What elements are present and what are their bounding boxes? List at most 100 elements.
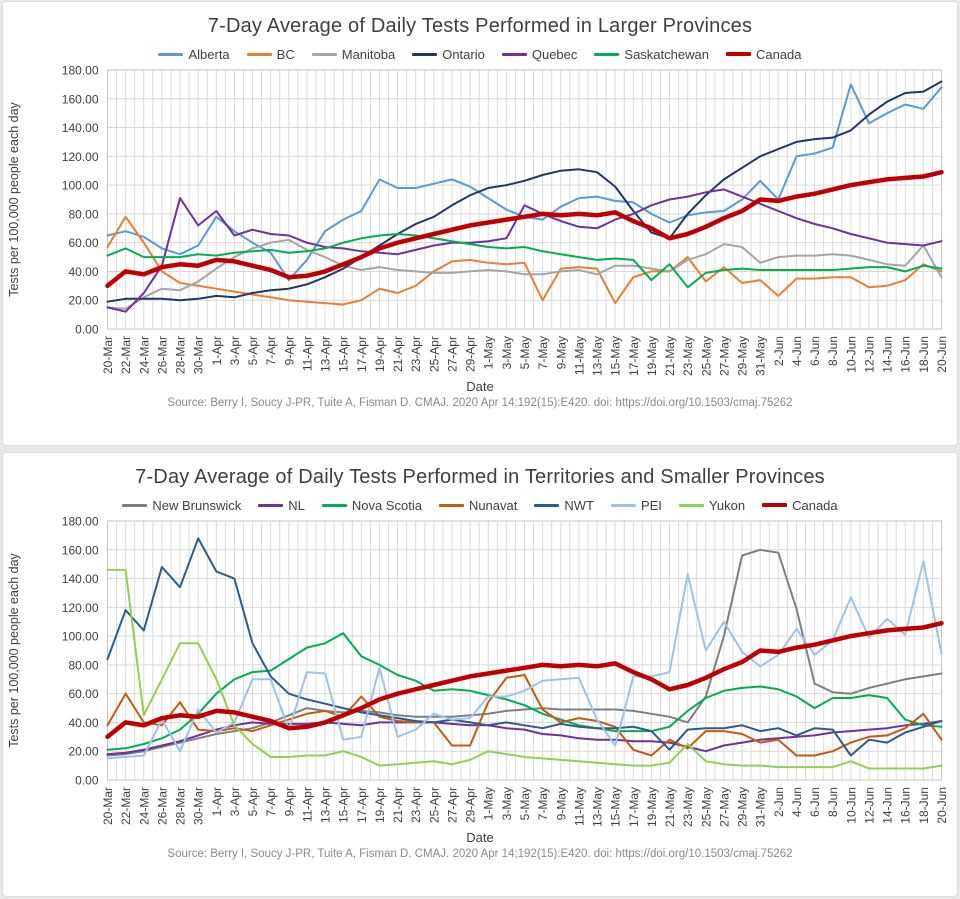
legend-label: Ontario xyxy=(442,46,485,62)
svg-text:18-Jun: 18-Jun xyxy=(917,336,931,373)
svg-text:20.00: 20.00 xyxy=(68,745,98,759)
svg-text:21-Apr: 21-Apr xyxy=(391,336,405,372)
svg-text:15-May: 15-May xyxy=(609,336,623,376)
svg-text:160.00: 160.00 xyxy=(62,543,99,557)
svg-text:24-Mar: 24-Mar xyxy=(137,336,151,374)
svg-text:60.00: 60.00 xyxy=(68,236,98,250)
legend-label: Manitoba xyxy=(341,46,396,62)
svg-text:5-May: 5-May xyxy=(518,336,532,369)
svg-text:25-Apr: 25-Apr xyxy=(427,787,441,823)
svg-text:7-May: 7-May xyxy=(536,336,550,369)
y-axis-title: Tests per 100,000 people each day xyxy=(7,101,21,296)
legend-item-canada: Canada xyxy=(762,498,838,513)
svg-text:29-May: 29-May xyxy=(736,787,750,827)
svg-text:22-Mar: 22-Mar xyxy=(119,336,133,374)
legend-swatch-icon xyxy=(501,52,527,56)
svg-text:12-Jun: 12-Jun xyxy=(862,787,876,824)
svg-text:11-Apr: 11-Apr xyxy=(300,787,314,822)
svg-text:29-May: 29-May xyxy=(736,336,750,376)
svg-text:100.00: 100.00 xyxy=(62,179,99,193)
gridlines xyxy=(107,69,942,330)
svg-text:13-Apr: 13-Apr xyxy=(319,787,333,823)
svg-text:19-Apr: 19-Apr xyxy=(373,336,387,372)
series-line-nova-scotia xyxy=(106,632,943,751)
y-axis-title: Tests per 100,000 people each day xyxy=(7,552,21,747)
svg-text:23-May: 23-May xyxy=(681,336,695,376)
legend-swatch-icon xyxy=(678,503,704,507)
svg-text:19-Apr: 19-Apr xyxy=(373,787,387,823)
svg-text:140.00: 140.00 xyxy=(62,121,99,135)
legend-swatch-icon xyxy=(311,52,337,56)
svg-text:2-Jun: 2-Jun xyxy=(772,336,786,366)
svg-text:11-Apr: 11-Apr xyxy=(300,336,314,371)
territories-chart-card: 7-Day Average of Daily Tests Performed i… xyxy=(2,452,958,897)
svg-text:28-Mar: 28-Mar xyxy=(174,787,188,825)
legend-item-saskatchewan: Saskatchewan xyxy=(594,47,709,62)
svg-text:3-Apr: 3-Apr xyxy=(228,787,242,816)
legend-label: Canada xyxy=(792,497,838,513)
svg-text:7-May: 7-May xyxy=(536,787,550,820)
svg-text:13-May: 13-May xyxy=(591,336,605,376)
legend-item-pei: PEI xyxy=(610,498,662,513)
chart-title: 7-Day Average of Daily Tests Performed i… xyxy=(135,466,825,488)
svg-text:14-Jun: 14-Jun xyxy=(881,787,895,824)
svg-text:1-Apr: 1-Apr xyxy=(210,336,224,365)
svg-text:30-Mar: 30-Mar xyxy=(192,336,206,374)
legend-label: NL xyxy=(288,497,305,513)
svg-text:8-Jun: 8-Jun xyxy=(826,336,840,366)
legend-swatch-icon xyxy=(438,503,464,507)
larger-provinces-chart-card: 7-Day Average of Daily Tests Performed i… xyxy=(2,1,958,446)
legend-swatch-icon xyxy=(158,52,184,56)
svg-text:1-Apr: 1-Apr xyxy=(210,787,224,816)
svg-text:25-May: 25-May xyxy=(699,336,713,376)
legend-item-nova-scotia: Nova Scotia xyxy=(321,498,422,513)
svg-text:17-May: 17-May xyxy=(627,336,641,376)
chart-legend: New Brunswick NL Nova Scotia Nunavat NWT PEI Y… xyxy=(3,496,957,514)
svg-text:8-Jun: 8-Jun xyxy=(826,787,840,817)
legend-label: Alberta xyxy=(188,46,230,62)
legend-item-bc: BC xyxy=(246,47,295,62)
svg-text:15-Apr: 15-Apr xyxy=(337,336,351,372)
legend-label: Canada xyxy=(755,46,802,62)
svg-text:9-May: 9-May xyxy=(554,787,568,820)
svg-text:15-Apr: 15-Apr xyxy=(337,787,351,823)
legend-item-canada: Canada xyxy=(725,46,802,62)
legend-swatch-icon xyxy=(725,52,751,56)
svg-text:10-Jun: 10-Jun xyxy=(844,787,858,824)
legend-label: Saskatchewan xyxy=(624,46,709,62)
legend-swatch-icon xyxy=(610,503,636,507)
series-line-nunavat xyxy=(106,674,943,757)
svg-text:9-Apr: 9-Apr xyxy=(282,787,296,816)
series-line-ontario xyxy=(106,80,943,303)
axis-tick-labels: 0.00 20.00 40.00 60.00 80.00 100.00 120.00 140.… xyxy=(62,64,949,377)
svg-text:28-Mar: 28-Mar xyxy=(174,336,188,374)
svg-text:20-Jun: 20-Jun xyxy=(935,336,949,373)
svg-text:27-May: 27-May xyxy=(717,336,731,376)
legend-label: New Brunswick xyxy=(152,497,242,513)
svg-text:5-Apr: 5-Apr xyxy=(246,787,260,816)
legend-swatch-icon xyxy=(321,503,347,507)
svg-text:9-May: 9-May xyxy=(554,336,568,369)
svg-text:16-Jun: 16-Jun xyxy=(899,336,913,373)
legend-item-nunavat: Nunavat xyxy=(438,497,518,513)
svg-text:10-Jun: 10-Jun xyxy=(844,336,858,373)
svg-text:15-May: 15-May xyxy=(609,787,623,827)
svg-text:20-Mar: 20-Mar xyxy=(101,336,115,374)
legend-label: NWT xyxy=(564,497,594,513)
legend-label: Nunavat xyxy=(468,497,518,513)
svg-text:6-Jun: 6-Jun xyxy=(808,787,822,817)
svg-text:22-Mar: 22-Mar xyxy=(119,787,133,825)
svg-text:9-Apr: 9-Apr xyxy=(282,336,296,365)
svg-text:25-May: 25-May xyxy=(699,787,713,827)
svg-text:29-Apr: 29-Apr xyxy=(464,336,478,372)
svg-text:17-Apr: 17-Apr xyxy=(355,787,369,823)
svg-text:21-Apr: 21-Apr xyxy=(391,787,405,823)
legend-swatch-icon xyxy=(534,503,560,507)
legend-item-manitoba: Manitoba xyxy=(311,46,396,62)
data-series xyxy=(105,80,944,313)
legend-swatch-icon xyxy=(258,503,284,507)
legend-item-nwt: NWT xyxy=(534,498,594,513)
svg-text:80.00: 80.00 xyxy=(68,658,98,672)
svg-text:40.00: 40.00 xyxy=(68,265,98,279)
svg-text:23-May: 23-May xyxy=(681,787,695,827)
